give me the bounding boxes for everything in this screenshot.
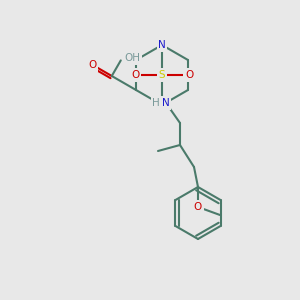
Text: S: S <box>159 70 165 80</box>
Text: O: O <box>131 70 139 80</box>
Text: N: N <box>158 40 166 50</box>
Text: N: N <box>162 98 170 108</box>
Text: OH: OH <box>125 53 141 63</box>
Text: O: O <box>194 202 202 212</box>
Text: H: H <box>152 98 160 108</box>
Text: O: O <box>185 70 193 80</box>
Text: O: O <box>88 60 97 70</box>
